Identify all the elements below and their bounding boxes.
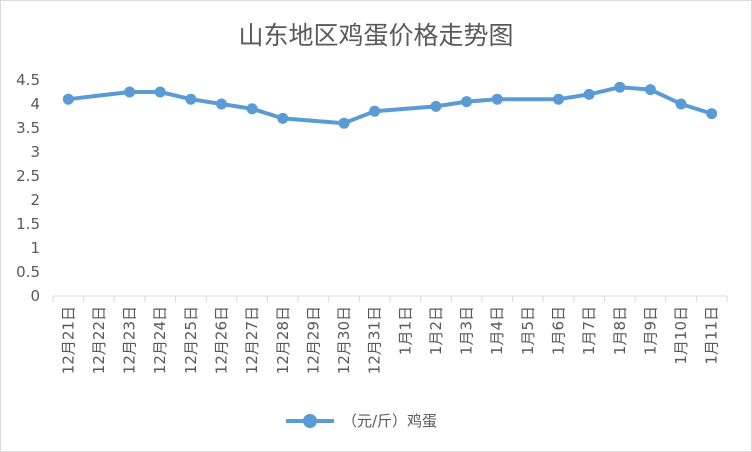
- legend: （元/斤）鸡蛋: [286, 410, 437, 431]
- x-tick-label: 1月11日: [703, 306, 721, 365]
- y-tick-label: 4.5: [16, 71, 40, 89]
- x-tick-label: 1月9日: [641, 306, 659, 355]
- y-tick-label: 0.5: [16, 263, 40, 281]
- chart-title: 山东地区鸡蛋价格走势图: [238, 21, 514, 50]
- data-point: [706, 108, 718, 120]
- x-tick-label: 12月25日: [182, 306, 200, 374]
- x-tick-label: 12月27日: [243, 306, 261, 374]
- data-point: [62, 93, 74, 105]
- x-tick-label: 12月24日: [151, 306, 169, 374]
- y-tick-label: 1: [30, 239, 40, 257]
- data-point: [461, 96, 473, 108]
- y-tick-label: 3: [30, 143, 40, 161]
- data-point: [553, 93, 564, 105]
- x-tick-label: 1月5日: [519, 306, 537, 355]
- data-point: [246, 103, 258, 115]
- x-tick-label: 1月4日: [488, 306, 506, 355]
- data-point: [614, 81, 626, 93]
- data-point: [216, 98, 227, 110]
- y-tick-label: 3.5: [16, 119, 40, 137]
- y-tick-label: 0: [30, 287, 40, 305]
- x-tick-label: 12月29日: [304, 306, 322, 374]
- x-tick-label: 12月31日: [366, 306, 384, 374]
- data-point: [185, 93, 197, 105]
- legend-label: （元/斤）鸡蛋: [342, 412, 438, 430]
- x-tick-label: 1月6日: [550, 306, 568, 355]
- x-tick-label: 12月22日: [90, 306, 108, 374]
- data-point: [491, 93, 503, 105]
- data-point: [430, 100, 442, 112]
- data-point: [369, 105, 381, 117]
- x-tick-label: 1月8日: [611, 306, 629, 355]
- data-point: [583, 88, 595, 100]
- x-tick-label: 12月28日: [274, 306, 292, 374]
- data-point: [277, 112, 289, 124]
- x-tick-label: 12月26日: [213, 306, 231, 374]
- y-tick-label: 2.5: [16, 167, 40, 185]
- y-tick-label: 2: [30, 191, 40, 209]
- x-tick-label: 1月3日: [458, 306, 476, 355]
- x-tick-label: 1月10日: [672, 306, 690, 365]
- y-tick-label: 4: [30, 95, 40, 113]
- x-tick-label: 1月1日: [396, 306, 414, 355]
- data-point: [644, 84, 656, 96]
- x-tick-label: 12月30日: [335, 306, 353, 374]
- data-point: [675, 98, 687, 110]
- x-tick-label: 12月21日: [59, 306, 77, 374]
- legend-swatch: [286, 413, 334, 428]
- data-point: [338, 117, 350, 129]
- data-point: [124, 86, 136, 98]
- x-tick-label: 1月2日: [427, 306, 445, 355]
- data-point: [154, 86, 166, 98]
- x-tick-label: 12月23日: [121, 306, 139, 374]
- y-tick-label: 1.5: [16, 215, 40, 233]
- x-tick-label: 1月7日: [580, 306, 598, 355]
